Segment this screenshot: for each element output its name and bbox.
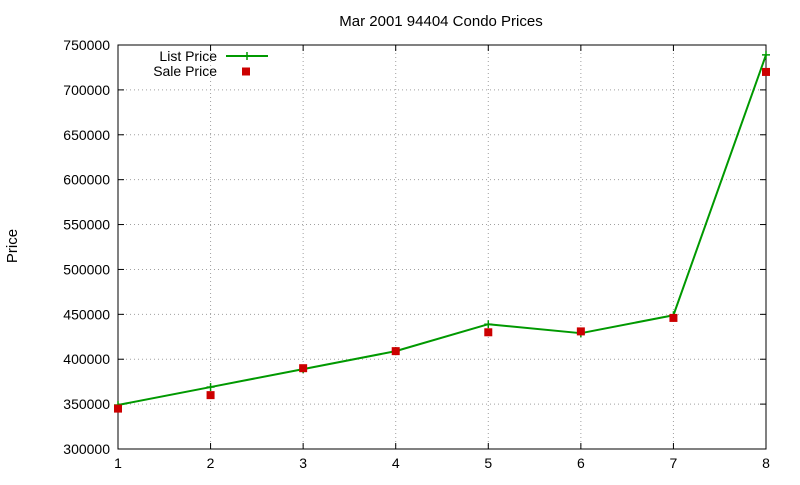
plot-border: [117, 44, 767, 450]
x-tick-label: 2: [207, 455, 215, 471]
x-tick-labels: 1 2 3 4 5 6 7 8: [114, 455, 770, 471]
y-axis-title: Price: [4, 229, 21, 263]
list-price-point: [484, 320, 493, 329]
sale-price-point: [299, 364, 308, 373]
y-tick-label: 400000: [63, 351, 110, 367]
y-tick-label: 450000: [63, 306, 110, 322]
legend-label-sale-price: Sale Price: [153, 63, 217, 79]
y-tick-label: 300000: [63, 441, 110, 457]
y-tick-labels: 300000 350000 400000 450000 500000 550000 6000…: [63, 37, 110, 457]
y-tick-label: 650000: [63, 127, 110, 143]
sale-price-point: [206, 391, 215, 400]
sale-price-point: [484, 328, 493, 337]
x-tick-label: 1: [114, 455, 122, 471]
axes: [117, 44, 767, 450]
sale-price-point: [576, 327, 585, 336]
x-tick-label: 3: [299, 455, 307, 471]
x-tick-label: 7: [670, 455, 678, 471]
list-price-point: [206, 383, 215, 392]
y-tick-label: 350000: [63, 396, 110, 412]
sale-price-point: [669, 313, 678, 322]
x-tick-label: 5: [484, 455, 492, 471]
data-series: [114, 50, 770, 413]
chart-title: Mar 2001 94404 Condo Prices: [339, 13, 542, 30]
y-tick-label: 550000: [63, 217, 110, 233]
list-price-line: [117, 54, 767, 406]
y-tick-label: 500000: [63, 261, 110, 277]
grid-lines: [118, 45, 766, 449]
legend-plus-marker-list-price: [243, 52, 251, 60]
list-price-point: [762, 50, 770, 59]
sale-price-point: [762, 67, 770, 76]
sale-price-point: [114, 404, 122, 413]
y-tick-label: 600000: [63, 172, 110, 188]
y-tick-label: 700000: [63, 82, 110, 98]
y-tick-label: 750000: [63, 37, 110, 53]
x-tick-label: 8: [762, 455, 770, 471]
legend-label-list-price: List Price: [159, 48, 217, 64]
x-tick-label: 4: [392, 455, 400, 471]
x-tick-label: 6: [577, 455, 585, 471]
sale-price-point: [391, 347, 400, 356]
legend: List Price Sale Price: [153, 48, 268, 79]
legend-square-marker-sale-price: [242, 67, 250, 76]
